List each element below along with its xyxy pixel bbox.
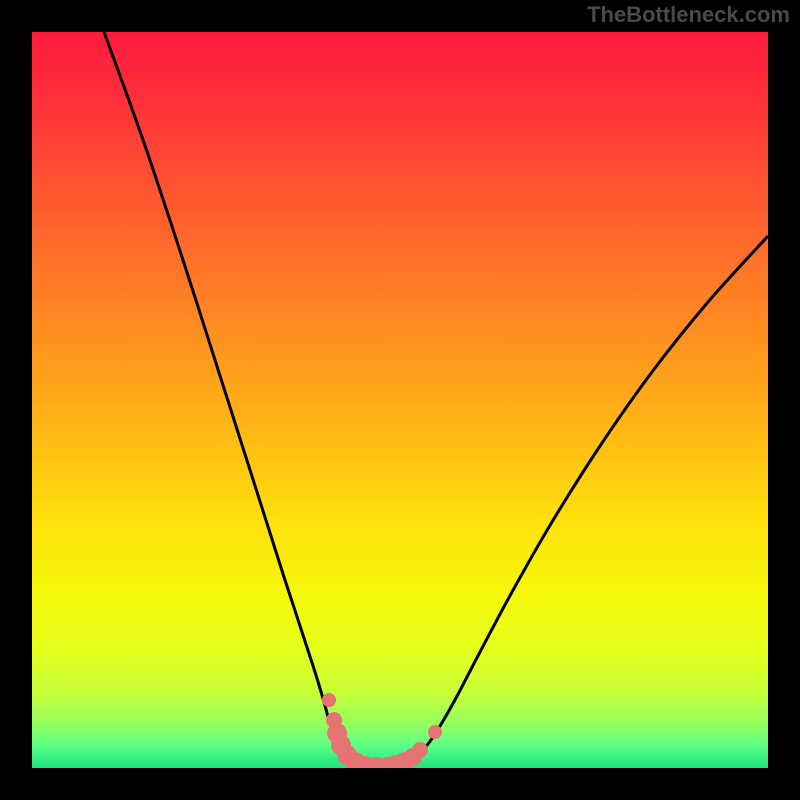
marker-point <box>428 725 442 739</box>
marker-group <box>322 693 442 768</box>
plot-area <box>32 32 768 768</box>
v-curve-chart <box>32 32 768 768</box>
marker-point <box>412 742 428 758</box>
curve-right-branch <box>372 236 768 767</box>
curve-left-branch <box>104 32 372 767</box>
marker-point <box>322 693 336 707</box>
watermark-text: TheBottleneck.com <box>587 2 790 28</box>
